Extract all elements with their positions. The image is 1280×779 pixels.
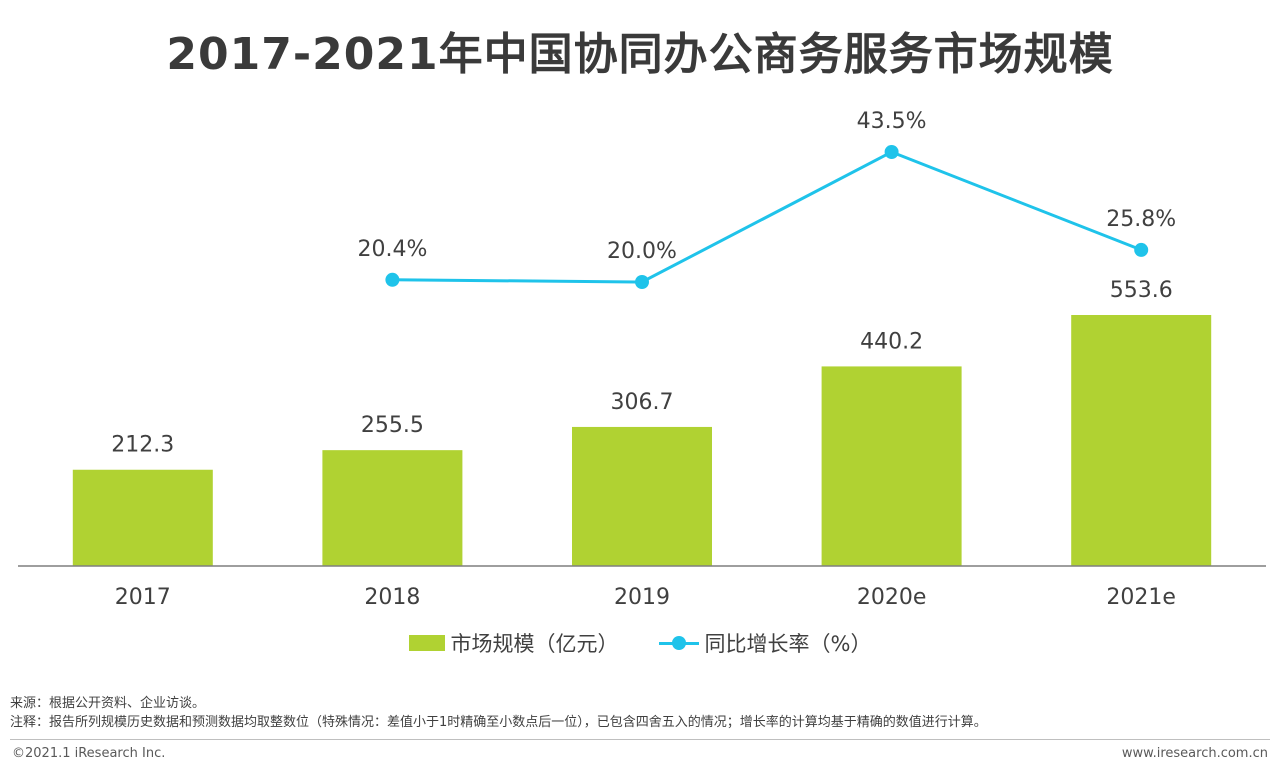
footer-divider [10, 739, 1270, 740]
growth-value-label: 43.5% [857, 109, 927, 134]
legend-line-label: 同比增长率（%） [704, 632, 872, 656]
x-tick-label: 2019 [614, 585, 670, 610]
bar-value-label: 255.5 [361, 413, 424, 438]
source-note: 来源：根据公开资料、企业访谈。 [10, 696, 206, 711]
legend-item-bar: 市场规模（亿元） [408, 628, 619, 658]
legend-item-line: 同比增长率（%） [658, 628, 872, 658]
growth-point-2020e [884, 145, 899, 159]
website-link: www.iresearch.com.cn [1121, 746, 1268, 761]
legend: 市场规模（亿元） 同比增长率（%） [0, 628, 1280, 658]
bar-2019 [572, 426, 712, 566]
growth-value-label: 25.8% [1106, 207, 1176, 232]
copyright: ©2021.1 iResearch Inc. [12, 746, 166, 761]
growth-point-2021e [1134, 242, 1149, 257]
x-tick-label: 2020e [857, 585, 927, 610]
growth-value-label: 20.4% [357, 237, 427, 262]
growth-point-2019 [635, 275, 649, 289]
legend-line-swatch [658, 635, 699, 651]
legend-bar-swatch [408, 635, 445, 651]
chart-canvas: 212.3 2017 255.5 2018 306.7 2019 440.2 2020e 553… [18, 109, 1266, 610]
x-tick-label: 2018 [364, 585, 420, 610]
x-tick-label: 2021e [1106, 585, 1176, 610]
remark-note: 注释：报告所列规模历史数据和预测数据均取整数位（特殊情况：差值小于1时精确至小数… [10, 715, 987, 730]
bar-value-label: 553.6 [1110, 278, 1173, 303]
growth-point-2018 [385, 272, 400, 287]
growth-value-label: 20.0% [607, 239, 677, 264]
x-tick-label: 2017 [115, 585, 171, 610]
bar-2020e [821, 366, 962, 566]
page-title: 2017-2021年中国协同办公商务服务市场规模 [166, 29, 1114, 80]
bar-value-label: 306.7 [611, 390, 674, 415]
bar-value-label: 440.2 [860, 329, 923, 354]
bar-2017 [72, 469, 213, 566]
bar-value-label: 212.3 [111, 433, 174, 458]
growth-rate-line [392, 150, 1142, 284]
bar-2018 [322, 450, 463, 566]
legend-bar-label: 市场规模（亿元） [450, 632, 619, 656]
notes: 来源：根据公开资料、企业访谈。 注释：报告所列规模历史数据和预测数据均取整数位（… [10, 694, 987, 732]
bar-2021e [1071, 315, 1212, 566]
